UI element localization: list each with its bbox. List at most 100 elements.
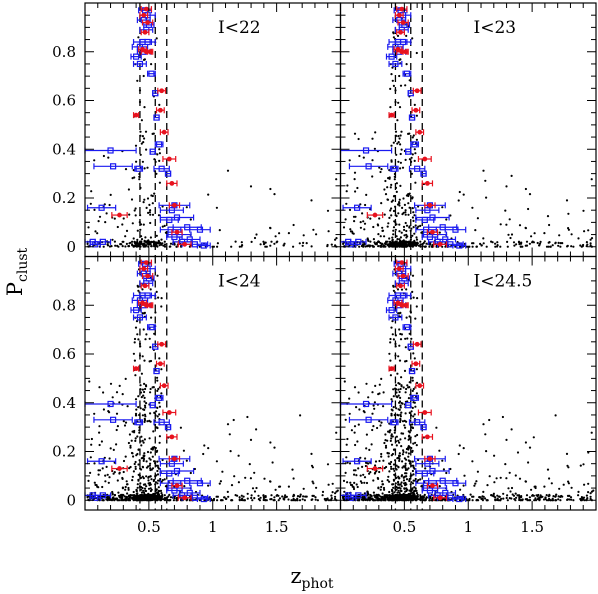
field-point bbox=[363, 243, 366, 246]
field-point bbox=[478, 496, 481, 499]
field-point bbox=[404, 221, 407, 225]
field-point bbox=[364, 245, 367, 248]
blue-point bbox=[132, 60, 147, 68]
field-point bbox=[138, 431, 141, 434]
field-point bbox=[585, 241, 589, 244]
field-point bbox=[121, 487, 124, 490]
field-point bbox=[391, 492, 394, 495]
field-point bbox=[398, 491, 401, 494]
field-point bbox=[149, 462, 152, 465]
field-point bbox=[357, 467, 360, 470]
field-point bbox=[238, 496, 241, 499]
field-point bbox=[151, 446, 154, 449]
field-point bbox=[422, 496, 425, 499]
field-point bbox=[122, 217, 125, 220]
field-point bbox=[145, 466, 149, 469]
field-point bbox=[403, 234, 406, 237]
field-point bbox=[156, 153, 159, 156]
y-tick-label: 0.4 bbox=[52, 394, 76, 412]
field-point bbox=[269, 480, 272, 483]
field-point bbox=[137, 463, 140, 466]
field-point bbox=[131, 475, 134, 478]
field-point bbox=[404, 360, 407, 363]
marker-square bbox=[421, 470, 428, 477]
marker-dot bbox=[182, 241, 188, 247]
field-point bbox=[411, 153, 414, 156]
field-point bbox=[326, 463, 330, 466]
field-point bbox=[296, 499, 299, 502]
field-point bbox=[215, 206, 218, 209]
field-point bbox=[95, 484, 98, 487]
field-point bbox=[346, 461, 349, 464]
field-point bbox=[277, 499, 280, 502]
field-point bbox=[148, 337, 151, 340]
field-point bbox=[136, 494, 139, 497]
field-point bbox=[405, 288, 408, 291]
field-point bbox=[250, 494, 253, 497]
field-point bbox=[145, 148, 148, 151]
red-series bbox=[111, 6, 192, 248]
field-point bbox=[346, 437, 349, 441]
field-point bbox=[130, 439, 133, 442]
field-point bbox=[144, 338, 147, 341]
field-point bbox=[140, 468, 143, 471]
field-point bbox=[251, 487, 255, 490]
field-point bbox=[240, 494, 243, 497]
marker-square bbox=[347, 241, 354, 248]
field-point bbox=[388, 431, 391, 434]
field-point bbox=[493, 454, 496, 457]
field-point bbox=[392, 32, 395, 35]
field-point bbox=[273, 499, 276, 502]
field-point bbox=[565, 199, 569, 202]
field-point bbox=[150, 63, 153, 66]
blue-point bbox=[348, 416, 389, 423]
field-point bbox=[310, 464, 314, 467]
field-point bbox=[400, 411, 403, 414]
marker-dot bbox=[413, 107, 419, 113]
marker-dot bbox=[182, 495, 188, 501]
field-point bbox=[405, 229, 408, 233]
field-point bbox=[287, 232, 290, 235]
field-point bbox=[505, 477, 508, 480]
marker-square bbox=[456, 242, 463, 249]
field-point bbox=[399, 413, 402, 416]
field-point bbox=[149, 236, 152, 239]
field-point bbox=[359, 474, 362, 477]
field-point bbox=[155, 290, 158, 293]
marker-dot bbox=[141, 12, 147, 18]
field-point bbox=[160, 238, 163, 241]
field-point bbox=[149, 412, 152, 415]
field-point bbox=[401, 460, 404, 463]
field-point bbox=[350, 429, 353, 432]
field-point bbox=[102, 408, 105, 411]
field-point bbox=[406, 384, 409, 387]
blue-point bbox=[86, 204, 117, 211]
field-point bbox=[414, 487, 417, 490]
field-point bbox=[156, 245, 159, 248]
field-point bbox=[145, 498, 149, 501]
field-point bbox=[468, 497, 471, 501]
field-point bbox=[365, 193, 368, 196]
field-point bbox=[345, 443, 348, 446]
field-point bbox=[158, 103, 161, 106]
field-point bbox=[389, 242, 392, 245]
field-point bbox=[389, 439, 392, 442]
field-point bbox=[386, 186, 389, 189]
field-point bbox=[383, 235, 386, 238]
blue-point bbox=[408, 367, 416, 375]
blue-point bbox=[130, 307, 142, 314]
field-point bbox=[122, 494, 125, 497]
field-point bbox=[363, 222, 367, 225]
field-point bbox=[396, 34, 400, 38]
field-point bbox=[471, 245, 474, 248]
field-point bbox=[401, 420, 405, 423]
field-point bbox=[499, 223, 502, 226]
field-point bbox=[390, 200, 393, 203]
red-series bbox=[366, 259, 448, 501]
field-point bbox=[589, 242, 592, 245]
field-point bbox=[416, 433, 419, 437]
field-point bbox=[400, 376, 403, 379]
field-point bbox=[97, 220, 100, 223]
field-point bbox=[515, 496, 518, 499]
field-point bbox=[101, 485, 104, 489]
